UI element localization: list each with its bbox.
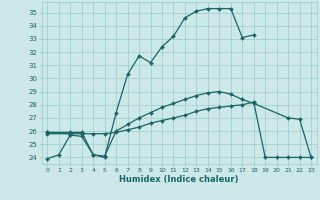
X-axis label: Humidex (Indice chaleur): Humidex (Indice chaleur) — [119, 175, 239, 184]
